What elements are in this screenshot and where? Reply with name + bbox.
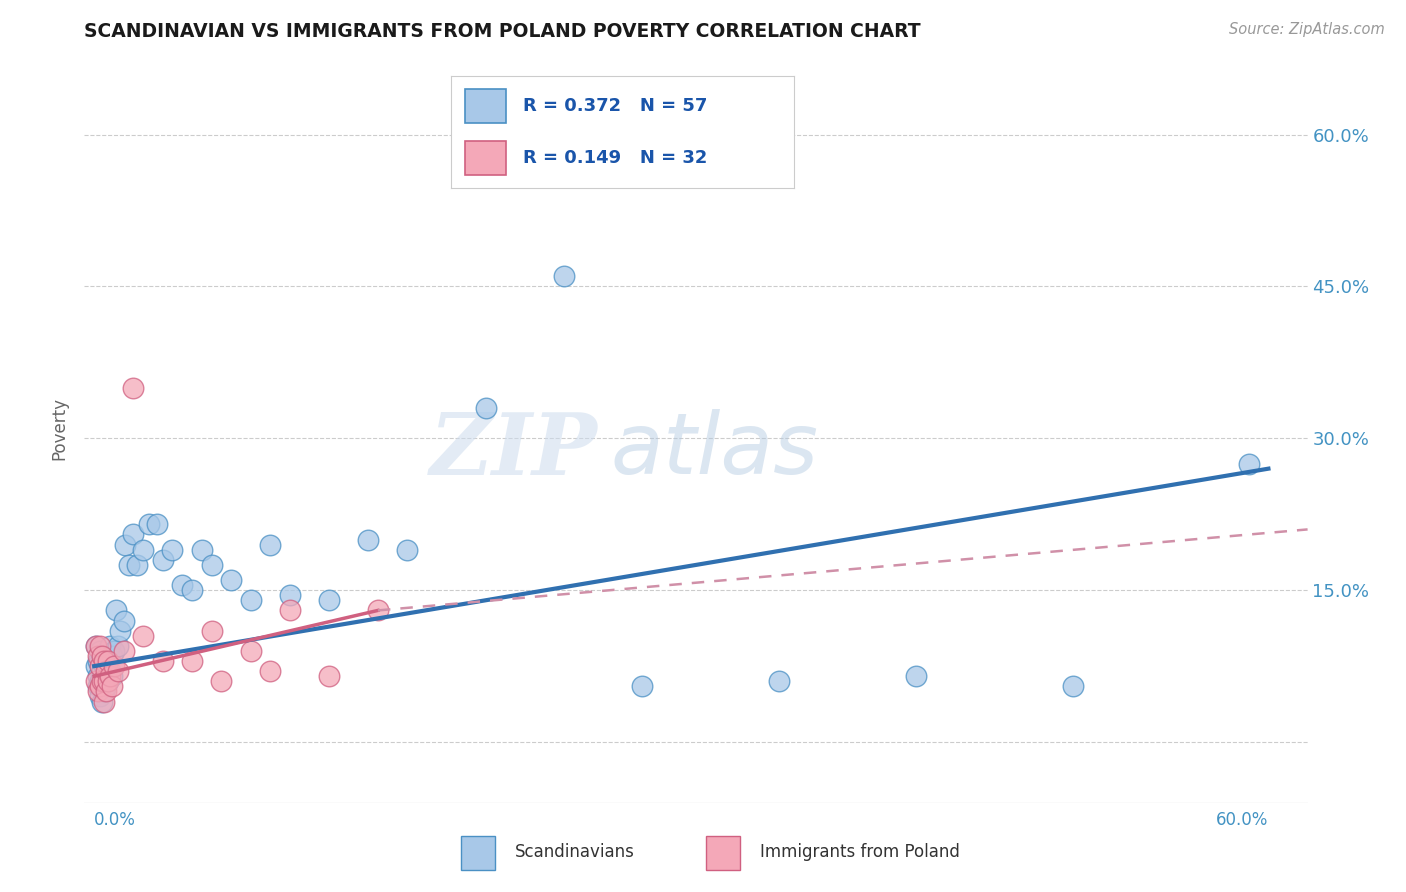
Point: [152, 553, 174, 567]
Point: [768, 674, 790, 689]
Point: [278, 603, 301, 617]
Point: [100, 679, 122, 693]
Point: [87, 669, 110, 683]
Point: [94, 684, 117, 698]
Point: [84, 639, 107, 653]
Point: [98, 669, 121, 683]
Point: [94, 679, 117, 693]
Point: [89, 679, 111, 693]
Point: [89, 674, 111, 689]
Point: [209, 674, 232, 689]
Point: [87, 654, 110, 668]
Point: [103, 644, 125, 658]
Point: [112, 644, 135, 658]
Point: [103, 659, 125, 673]
Point: [107, 639, 129, 653]
Point: [87, 679, 110, 693]
Point: [97, 654, 120, 668]
Point: [94, 664, 117, 678]
Point: [1237, 457, 1260, 471]
Text: atlas: atlas: [610, 409, 818, 492]
Point: [318, 593, 340, 607]
Point: [98, 639, 121, 653]
Y-axis label: Poverty: Poverty: [51, 397, 69, 459]
Point: [91, 679, 114, 693]
Point: [104, 603, 127, 617]
Point: [191, 542, 214, 557]
Point: [357, 533, 380, 547]
Point: [97, 664, 120, 678]
Point: [181, 654, 204, 668]
Point: [94, 669, 117, 683]
Point: [89, 659, 111, 673]
Text: ZIP: ZIP: [430, 409, 598, 492]
Point: [318, 669, 340, 683]
Point: [91, 674, 114, 689]
Text: Source: ZipAtlas.com: Source: ZipAtlas.com: [1229, 22, 1385, 37]
Point: [162, 542, 184, 557]
Text: SCANDINAVIAN VS IMMIGRANTS FROM POLAND POVERTY CORRELATION CHART: SCANDINAVIAN VS IMMIGRANTS FROM POLAND P…: [84, 21, 921, 41]
Point: [553, 269, 575, 284]
Point: [200, 624, 222, 638]
Point: [97, 674, 120, 689]
Point: [108, 624, 131, 638]
Point: [278, 588, 301, 602]
Point: [100, 669, 122, 683]
Point: [91, 648, 114, 663]
Point: [89, 659, 111, 673]
Point: [181, 583, 204, 598]
Point: [97, 674, 120, 689]
Point: [172, 578, 194, 592]
Point: [93, 694, 115, 708]
Point: [89, 690, 111, 704]
Point: [100, 648, 122, 663]
Point: [132, 629, 155, 643]
Point: [132, 542, 155, 557]
Point: [84, 659, 107, 673]
Point: [93, 674, 115, 689]
Point: [91, 694, 114, 708]
Point: [84, 639, 107, 653]
Point: [146, 517, 169, 532]
Point: [87, 684, 110, 698]
Point: [93, 674, 115, 689]
Point: [91, 648, 114, 663]
Point: [87, 648, 110, 663]
Point: [112, 614, 135, 628]
Point: [107, 664, 129, 678]
Point: [138, 517, 160, 532]
Point: [93, 654, 115, 668]
Point: [98, 664, 121, 678]
Point: [259, 664, 281, 678]
Point: [219, 573, 242, 587]
Point: [94, 654, 117, 668]
Point: [474, 401, 496, 415]
Point: [89, 644, 111, 658]
Text: 0.0%: 0.0%: [94, 811, 136, 829]
Point: [84, 674, 107, 689]
Point: [91, 664, 114, 678]
Point: [259, 538, 281, 552]
Point: [239, 593, 262, 607]
Point: [905, 669, 928, 683]
Point: [114, 538, 136, 552]
Point: [93, 659, 115, 673]
Point: [89, 639, 111, 653]
Point: [122, 381, 145, 395]
Point: [367, 603, 389, 617]
Point: [122, 527, 145, 541]
Point: [118, 558, 141, 572]
Point: [1062, 679, 1084, 693]
Point: [127, 558, 149, 572]
Text: 60.0%: 60.0%: [1216, 811, 1268, 829]
Point: [152, 654, 174, 668]
Point: [93, 684, 115, 698]
Point: [396, 542, 419, 557]
Point: [631, 679, 654, 693]
Point: [239, 644, 262, 658]
Point: [200, 558, 222, 572]
